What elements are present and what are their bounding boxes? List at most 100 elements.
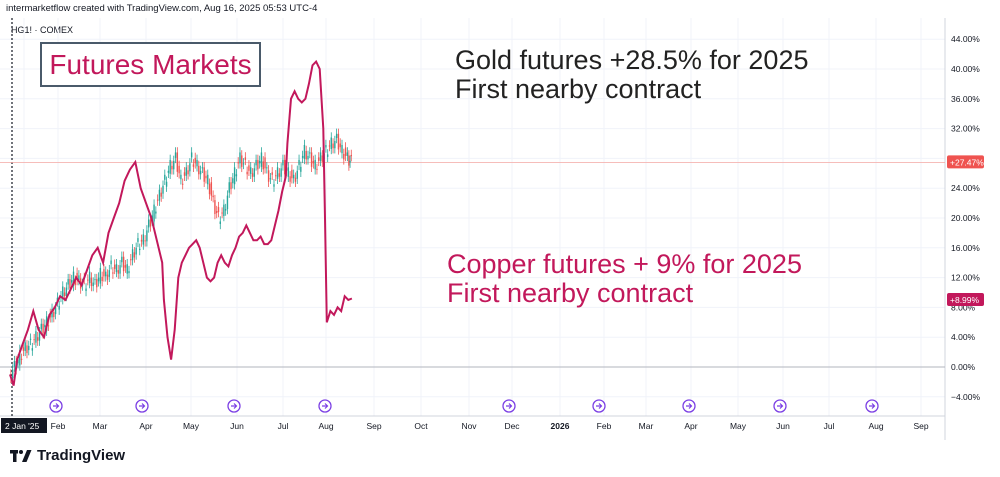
time-tick-label: Feb xyxy=(597,421,612,431)
price-tick-label: −4.00% xyxy=(951,392,981,402)
candle xyxy=(217,207,220,213)
candle xyxy=(228,182,230,193)
candle xyxy=(140,239,143,242)
candle xyxy=(267,170,270,182)
event-marker-icon[interactable] xyxy=(682,399,696,413)
candle xyxy=(271,172,273,175)
candle xyxy=(167,170,170,173)
candle xyxy=(105,271,107,277)
candle xyxy=(296,170,298,179)
candle xyxy=(51,308,53,318)
candle xyxy=(282,159,284,166)
candle xyxy=(199,170,202,175)
candle xyxy=(92,282,94,287)
time-tick-label: Dec xyxy=(504,421,520,431)
candle xyxy=(133,252,136,258)
event-marker-icon[interactable] xyxy=(227,399,241,413)
candle xyxy=(19,349,21,366)
candle xyxy=(113,264,116,269)
event-marker-icon[interactable] xyxy=(865,399,879,413)
time-tick-label: Aug xyxy=(868,421,883,431)
candle xyxy=(96,279,98,288)
candle xyxy=(54,307,57,315)
symbol-label: HG1! · COMEX xyxy=(11,25,74,35)
event-marker-icon[interactable] xyxy=(502,399,516,413)
price-tick-label: 4.00% xyxy=(951,332,976,342)
candle xyxy=(171,165,173,170)
candle xyxy=(180,174,182,180)
candle xyxy=(310,152,313,167)
candle xyxy=(158,189,161,201)
candle xyxy=(144,240,146,242)
candle xyxy=(142,234,145,245)
candle xyxy=(58,305,60,310)
candle xyxy=(326,154,329,157)
event-marker-icon[interactable] xyxy=(773,399,787,413)
candle xyxy=(90,277,93,287)
candle xyxy=(135,247,137,255)
time-tick-label: Apr xyxy=(684,421,697,431)
candle xyxy=(276,167,279,179)
candle xyxy=(62,286,64,300)
candle xyxy=(305,150,307,160)
candle xyxy=(94,279,96,281)
candle xyxy=(210,182,213,196)
candle xyxy=(201,167,204,169)
candle xyxy=(214,200,216,215)
candle xyxy=(280,168,282,177)
candle xyxy=(101,276,103,282)
candle xyxy=(97,277,100,282)
candle xyxy=(165,181,168,187)
candle xyxy=(87,279,89,281)
event-marker-icon[interactable] xyxy=(592,399,606,413)
time-tick-label: Sep xyxy=(913,421,928,431)
tradingview-logo[interactable]: TradingView xyxy=(10,447,125,464)
gold-annotation-line2: First nearby contract xyxy=(455,74,702,104)
candle xyxy=(226,195,229,210)
candle xyxy=(203,167,205,182)
candle xyxy=(74,280,76,285)
candle xyxy=(337,133,340,150)
candle xyxy=(137,238,139,242)
candle xyxy=(284,159,286,175)
candle xyxy=(119,265,121,274)
price-tick-label: 36.00% xyxy=(951,94,980,104)
event-marker-icon[interactable] xyxy=(135,399,149,413)
candle xyxy=(291,169,293,179)
time-tick-label: Nov xyxy=(461,421,477,431)
time-tick-label: Jul xyxy=(278,421,289,431)
event-marker-icon[interactable] xyxy=(318,399,332,413)
price-label-badge xyxy=(947,155,984,169)
copper-line xyxy=(9,59,353,386)
candle xyxy=(190,152,193,158)
price-label-text: +27.47% xyxy=(950,157,984,167)
candle xyxy=(160,192,162,197)
candle xyxy=(278,173,281,177)
candle xyxy=(257,159,259,170)
candle xyxy=(71,280,73,283)
candle xyxy=(72,271,75,287)
candle xyxy=(346,152,349,156)
candle xyxy=(85,288,87,292)
price-tick-label: 40.00% xyxy=(951,64,980,74)
candle xyxy=(248,165,250,171)
event-marker-icon[interactable] xyxy=(49,399,63,413)
candle xyxy=(321,155,324,162)
candle xyxy=(348,155,350,166)
event-markers xyxy=(49,399,879,413)
candle xyxy=(22,347,25,351)
candle xyxy=(53,311,55,318)
price-tick-label: 20.00% xyxy=(951,213,980,223)
candle xyxy=(131,249,134,261)
candle xyxy=(173,160,175,170)
candle xyxy=(300,166,302,172)
candle xyxy=(253,168,255,177)
candle xyxy=(147,219,150,228)
candle xyxy=(112,272,114,274)
candle xyxy=(183,172,186,176)
candle xyxy=(273,184,275,187)
time-tick-label: Jun xyxy=(776,421,790,431)
candle xyxy=(246,171,248,175)
candle xyxy=(319,152,322,161)
